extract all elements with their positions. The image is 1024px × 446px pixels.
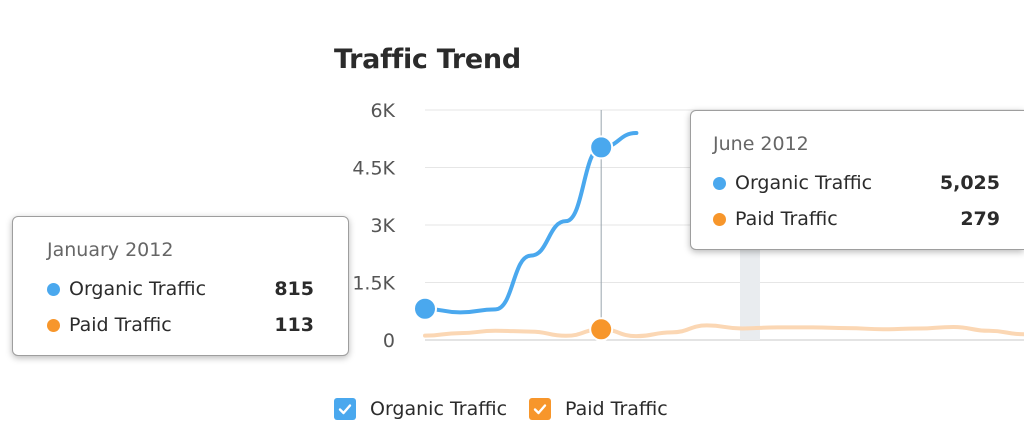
tooltip-label: Paid Traffic <box>69 314 172 336</box>
tooltip-row-organic: Organic Traffic 5,025 <box>713 165 1000 201</box>
organic-dot-icon <box>713 176 726 190</box>
tooltip-label: Organic Traffic <box>69 278 207 300</box>
paid-dot-icon <box>713 212 726 226</box>
tooltip-value: 279 <box>960 208 1000 230</box>
data-point-organic-jan-2012 <box>413 296 437 321</box>
data-point-paid-jun-2012 <box>589 317 614 342</box>
tooltip-value: 5,025 <box>939 172 1000 194</box>
legend-item-paid[interactable]: Paid Traffic <box>529 398 668 420</box>
paid-dot-icon <box>47 318 60 332</box>
legend-item-organic[interactable]: Organic Traffic <box>334 398 507 420</box>
tooltip-title: June 2012 <box>713 133 809 155</box>
series-line-organic-traffic <box>423 131 639 315</box>
chart-title: Traffic Trend <box>334 44 521 75</box>
tooltip-title: January 2012 <box>47 239 174 261</box>
y-tick-label: 6K <box>370 100 395 122</box>
tooltip-value: 815 <box>274 278 314 300</box>
tooltip-june-2012: June 2012 Organic Traffic 5,025 Paid Tra… <box>690 110 1024 250</box>
tooltip-row-organic: Organic Traffic 815 <box>47 271 314 307</box>
hover-band <box>740 240 760 340</box>
organic-dot-icon <box>47 282 60 296</box>
legend-label: Organic Traffic <box>370 398 508 420</box>
y-tick-label: 3K <box>370 215 395 237</box>
tooltip-value: 113 <box>274 314 314 336</box>
tooltip-row-paid: Paid Traffic 279 <box>713 201 1000 237</box>
tooltip-january-2012: January 2012 Organic Traffic 815 Paid Tr… <box>12 216 349 356</box>
y-tick-label: 0 <box>383 330 395 352</box>
paid-checkbox-icon[interactable] <box>529 398 552 420</box>
tooltip-row-paid: Paid Traffic 113 <box>47 307 314 343</box>
y-tick-label: 4.5K <box>352 158 395 180</box>
y-tick-label: 1.5K <box>352 273 395 295</box>
legend-label: Paid Traffic <box>565 398 668 420</box>
tooltip-label: Organic Traffic <box>735 172 873 194</box>
series-line-paid-traffic <box>423 323 1024 339</box>
chart-legend: Organic Traffic Paid Traffic <box>334 398 690 420</box>
tooltip-label: Paid Traffic <box>735 208 838 230</box>
data-point-organic-jun-2012 <box>589 135 614 160</box>
organic-checkbox-icon[interactable] <box>334 398 356 420</box>
